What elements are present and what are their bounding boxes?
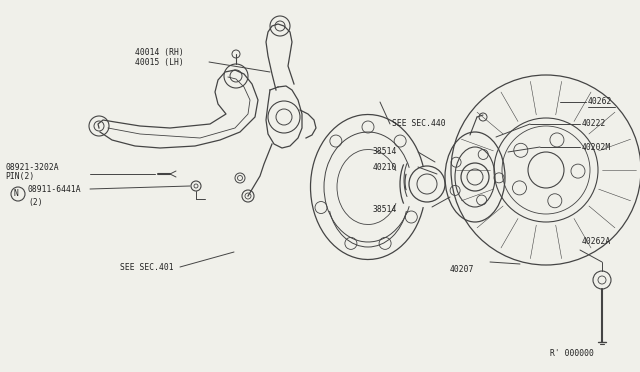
Text: 40014 (RH): 40014 (RH) [135,48,184,57]
Text: R' 000000: R' 000000 [550,350,594,359]
Text: (2): (2) [28,198,43,206]
Text: 38514: 38514 [373,205,397,214]
Text: 08921-3202A: 08921-3202A [5,163,59,171]
Text: 38514: 38514 [373,148,397,157]
Text: 40222: 40222 [582,119,606,128]
Text: 40202M: 40202M [582,142,611,151]
Text: 40262: 40262 [588,97,612,106]
Text: PIN(2): PIN(2) [5,173,35,182]
Text: 08911-6441A: 08911-6441A [28,185,82,193]
Text: 40015 (LH): 40015 (LH) [135,58,184,67]
Text: 40262A: 40262A [582,237,611,247]
Text: SEE SEC.440: SEE SEC.440 [392,119,445,128]
Text: 40210: 40210 [373,163,397,171]
Text: 40207: 40207 [450,264,474,273]
Text: N: N [14,189,19,199]
Text: SEE SEC.401: SEE SEC.401 [120,263,173,272]
